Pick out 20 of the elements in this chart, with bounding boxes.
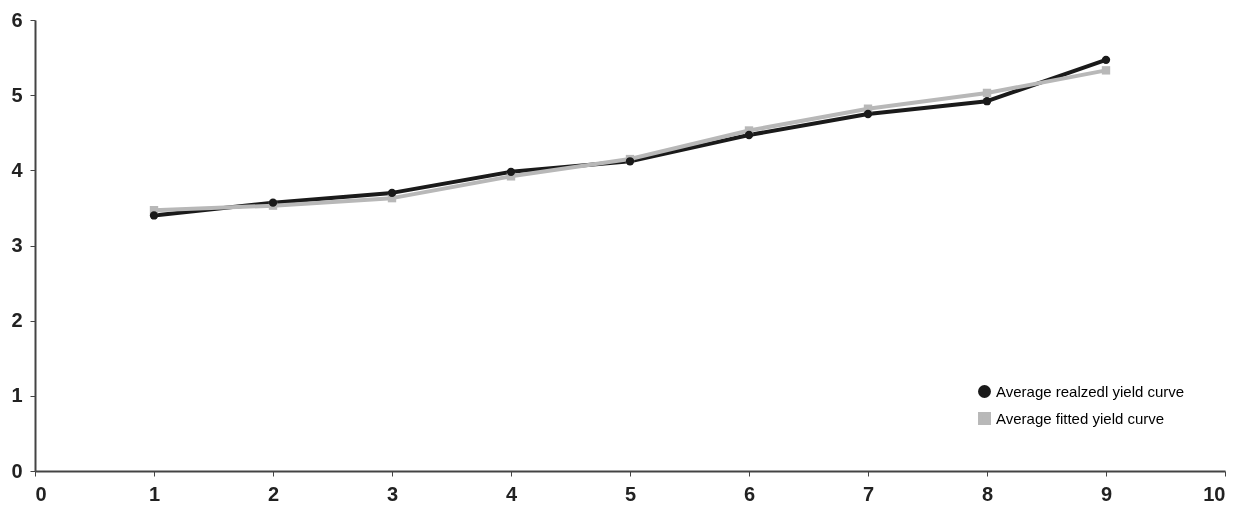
y-tick-label: 4: [11, 158, 24, 181]
x-tick-label: 4: [505, 482, 518, 505]
y-tick-label: 3: [11, 234, 23, 256]
x-tick-label: 7: [862, 482, 875, 505]
x-tick-label: 6: [743, 482, 756, 505]
y-tick-label: 2: [11, 309, 23, 332]
x-tick-label: 1: [148, 482, 161, 505]
x-tick-label: 2: [267, 482, 280, 505]
y-tick-label: 0: [11, 459, 23, 482]
legend-label: Average fitted yield curve: [996, 409, 1165, 427]
y-tick-label: 1: [11, 384, 23, 407]
x-tick-label: 9: [1100, 482, 1113, 505]
x-tick-label: 8: [981, 482, 994, 505]
x-tick-label: 5: [624, 482, 637, 505]
y-tick-label: 6: [11, 8, 23, 31]
x-tick-label: 3: [386, 482, 399, 505]
legend-label: Average realzedl yield curve: [996, 382, 1185, 400]
y-tick-label: 5: [11, 83, 23, 106]
x-tick-label: 10: [1203, 482, 1226, 505]
x-tick-label: 0: [35, 482, 47, 505]
